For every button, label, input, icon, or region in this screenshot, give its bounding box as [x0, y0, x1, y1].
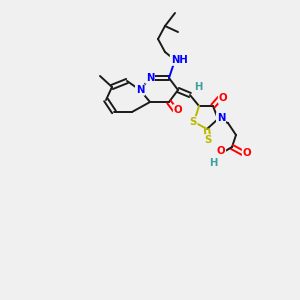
Text: S: S — [189, 117, 197, 127]
Text: O: O — [243, 148, 251, 158]
Text: N: N — [136, 85, 144, 95]
Text: O: O — [217, 146, 225, 156]
Text: O: O — [174, 105, 182, 115]
Text: H: H — [194, 82, 202, 92]
Text: H: H — [209, 158, 217, 168]
Text: S: S — [204, 135, 212, 145]
Text: N: N — [217, 113, 225, 123]
Text: N: N — [146, 73, 154, 83]
Text: NH: NH — [171, 55, 188, 65]
Text: O: O — [219, 93, 227, 103]
